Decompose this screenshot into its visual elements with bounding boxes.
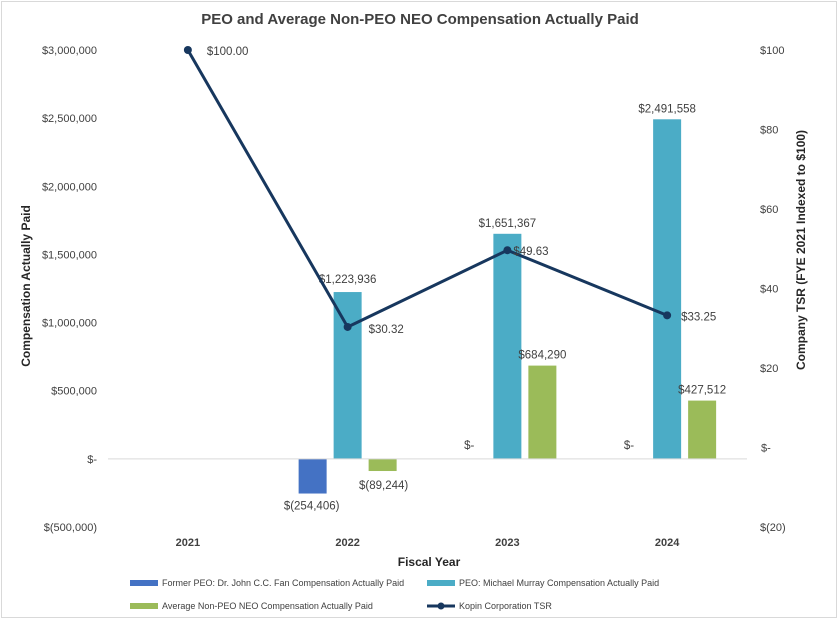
y-tick-label: $1,000,000: [42, 318, 97, 330]
bar-data-label: $1,651,367: [479, 218, 537, 230]
legend-swatch: [130, 603, 158, 609]
tsr-line: [186, 49, 668, 329]
tsr-data-label: $49.63: [513, 246, 548, 258]
bar-data-label: $1,223,936: [319, 274, 377, 286]
tsr-point: [663, 311, 672, 320]
x-tick-label: 2023: [495, 537, 519, 549]
legend-label: Average Non-PEO NEO Compensation Actuall…: [162, 601, 373, 611]
bar: [368, 458, 397, 472]
bar-data-label: $-: [464, 440, 474, 452]
y2-tick-label: $100: [760, 45, 784, 57]
y2-tick-label: $60: [760, 204, 778, 216]
bar: [298, 458, 327, 494]
bar: [333, 292, 362, 459]
legend-swatch: [427, 580, 455, 586]
y2-axis-title: Company TSR (FYE 2021 Indexed to $100): [794, 130, 808, 370]
tsr-data-label: $33.25: [681, 311, 716, 323]
bar: [688, 400, 717, 459]
y-tick-label: $(500,000): [44, 522, 97, 534]
y-tick-label: $-: [87, 454, 97, 466]
x-axis-title: Fiscal Year: [398, 555, 461, 569]
plot-area: $3,000,000 $2,500,000 $2,000,000 $1,500,000…: [42, 45, 786, 549]
x-tick-label: 2024: [655, 537, 680, 549]
tsr-point: [183, 46, 192, 54]
y-tick-label: $500,000: [51, 386, 97, 398]
y2-tick-label: $20: [760, 363, 778, 375]
tsr-point: [343, 322, 352, 331]
bar-data-label: $2,491,558: [638, 103, 696, 115]
x-tick-label: 2022: [335, 537, 359, 549]
bar: [653, 119, 682, 459]
tsr-point: [503, 246, 512, 255]
bar-data-label: $-: [624, 440, 634, 452]
x-tick-label: 2021: [176, 537, 200, 549]
y-tick-label: $2,500,000: [42, 113, 97, 125]
legend: Former PEO: Dr. John C.C. Fan Compensati…: [130, 578, 659, 611]
tsr-data-label: $30.32: [369, 324, 404, 336]
bar-data-label: $427,512: [678, 385, 726, 397]
y-axis-title: Compensation Actually Paid: [19, 205, 33, 367]
legend-label: PEO: Michael Murray Compensation Actuall…: [459, 578, 659, 588]
bar-data-label: $(254,406): [284, 501, 340, 513]
bar-data-label: $684,290: [518, 350, 566, 362]
tsr-data-label: $100.00: [207, 46, 249, 58]
y-tick-label: $3,000,000: [42, 45, 97, 57]
chart-title: PEO and Average Non-PEO NEO Compensation…: [201, 11, 639, 28]
legend-marker: [437, 602, 445, 610]
y2-tick-label: $40: [760, 284, 778, 296]
y2-tick-label: $80: [760, 125, 778, 137]
bar: [528, 365, 557, 459]
legend-swatch: [130, 580, 158, 586]
y-tick-label: $2,000,000: [42, 181, 97, 193]
bar: [493, 233, 522, 459]
y2-tick-label: $-: [761, 443, 771, 455]
legend-label: Kopin Corporation TSR: [459, 601, 552, 611]
y2-tick-label: $(20): [760, 522, 786, 534]
y-tick-label: $1,500,000: [42, 249, 97, 261]
bar-data-label: $(89,244): [359, 480, 408, 492]
legend-label: Former PEO: Dr. John C.C. Fan Compensati…: [162, 578, 404, 588]
